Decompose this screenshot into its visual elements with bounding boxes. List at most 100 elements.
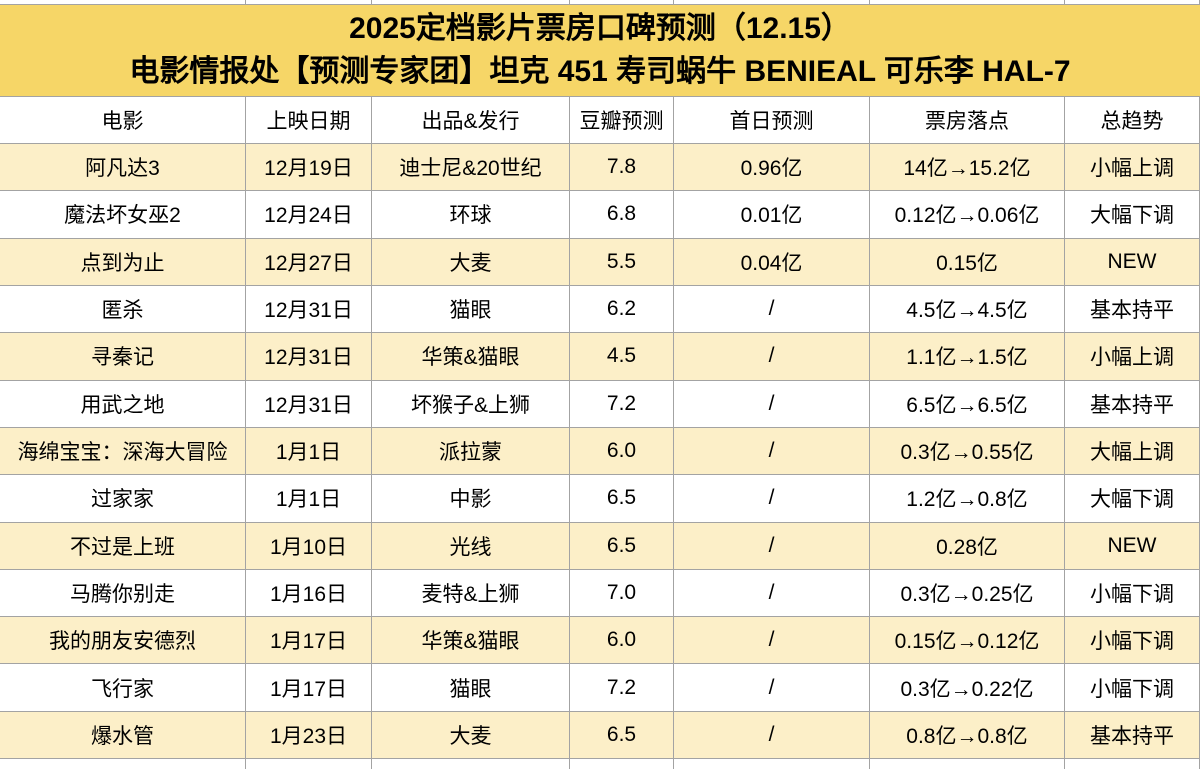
cell-release-date: 1月17日	[246, 617, 372, 664]
cell-producer-distributor: 大麦	[372, 238, 570, 285]
table-row: 阿凡达3 12月19日 迪士尼&20世纪 7.8 0.96亿 14亿→15.2亿 小幅上调	[0, 144, 1200, 192]
cell-release-date: 12月31日	[246, 333, 372, 380]
cell-box-office-landing: 6.5亿→6.5亿	[870, 380, 1065, 427]
table-row: 不过是上班 1月10日 光线 6.5/0.28亿 NEW	[0, 522, 1200, 570]
cell-producer-distributor: 猫眼	[372, 285, 570, 333]
grid-strip-cell	[0, 759, 246, 769]
column-header-movie: 电影	[0, 97, 246, 143]
cell-movie: 我的朋友安德烈	[0, 617, 246, 664]
cell-box-office-landing: 14亿→15.2亿	[870, 144, 1065, 191]
table-row: 飞行家 1月17日 猫眼 7.2/0.3亿→0.22亿 小幅下调	[0, 664, 1200, 712]
cell-overall-trend: 基本持平	[1065, 285, 1200, 333]
cell-overall-trend: 大幅下调	[1065, 475, 1200, 522]
cell-movie: 马腾你别走	[0, 569, 246, 617]
cell-release-date: 12月31日	[246, 285, 372, 333]
cell-box-office-landing: 0.12亿→0.06亿	[870, 191, 1065, 238]
cell-producer-distributor: 派拉蒙	[372, 427, 570, 475]
grid-strip-cell	[870, 759, 1065, 769]
cell-douban-forecast: 6.2	[570, 285, 674, 333]
table-row: 过家家 1月1日 中影 6.5/1.2亿→0.8亿 大幅下调	[0, 475, 1200, 523]
cell-box-office-landing: 1.1亿→1.5亿	[870, 333, 1065, 380]
cell-movie: 寻秦记	[0, 333, 246, 380]
cell-douban-forecast: 6.5	[570, 522, 674, 569]
grid-strip-cell	[570, 0, 674, 4]
cell-movie: 过家家	[0, 475, 246, 522]
column-header-release-date: 上映日期	[246, 97, 372, 143]
table-row: 海绵宝宝：深海大冒险 1月1日 派拉蒙 6.0/0.3亿→0.55亿 大幅上调	[0, 427, 1200, 476]
grid-strip-cell	[570, 759, 674, 769]
cell-first-day-forecast: /	[674, 617, 870, 664]
cell-first-day-forecast: 0.96亿	[674, 144, 870, 191]
table-row: 用武之地 12月31日 坏猴子&上狮 7.2/6.5亿→6.5亿 基本持平	[0, 380, 1200, 428]
cell-release-date: 12月19日	[246, 144, 372, 191]
table-row: 寻秦记 12月31日 华策&猫眼 4.5/1.1亿→1.5亿 小幅上调	[0, 333, 1200, 381]
cell-movie: 飞行家	[0, 664, 246, 711]
cell-release-date: 1月10日	[246, 522, 372, 569]
cell-first-day-forecast: 0.04亿	[674, 238, 870, 285]
grid-strip-cell	[674, 0, 870, 4]
cell-movie: 匿杀	[0, 285, 246, 333]
cell-douban-forecast: 4.5	[570, 333, 674, 380]
cell-douban-forecast: 7.0	[570, 569, 674, 617]
table-row: 点到为止 12月27日 大麦 5.5 0.04亿 0.15亿 NEW	[0, 238, 1200, 286]
page-title: 2025定档影片票房口碑预测（12.15）	[349, 12, 851, 45]
cell-first-day-forecast: /	[674, 333, 870, 380]
column-header-douban-forecast: 豆瓣预测	[570, 97, 674, 143]
cell-douban-forecast: 6.0	[570, 427, 674, 475]
cell-movie: 不过是上班	[0, 522, 246, 569]
grid-strip-cell	[246, 759, 372, 769]
cell-release-date: 12月31日	[246, 380, 372, 427]
page-subtitle: 电影情报处【预测专家团】坦克 451 寿司蜗牛 BENIEAL 可乐李 HAL-…	[129, 55, 1071, 88]
cell-overall-trend: 大幅上调	[1065, 427, 1200, 475]
cell-overall-trend: 小幅上调	[1065, 333, 1200, 380]
table-row: 魔法坏女巫2 12月24日 环球 6.8 0.01亿 0.12亿→0.06亿 大幅下调	[0, 191, 1200, 239]
cell-overall-trend: 大幅下调	[1065, 191, 1200, 238]
cell-box-office-landing: 0.15亿	[870, 238, 1065, 285]
cell-box-office-landing: 1.2亿→0.8亿	[870, 475, 1065, 522]
cell-movie: 用武之地	[0, 380, 246, 427]
cell-overall-trend: NEW	[1065, 238, 1200, 285]
column-header-box-office-landing: 票房落点	[870, 97, 1065, 143]
grid-strip-bottom	[0, 759, 1200, 769]
cell-douban-forecast: 5.5	[570, 238, 674, 285]
cell-movie: 魔法坏女巫2	[0, 191, 246, 238]
grid-strip-cell	[1065, 759, 1200, 769]
grid-strip-cell	[674, 759, 870, 769]
grid-strip-cell	[372, 759, 570, 769]
cell-movie: 点到为止	[0, 238, 246, 285]
cell-box-office-landing: 0.28亿	[870, 522, 1065, 569]
cell-first-day-forecast: /	[674, 569, 870, 617]
cell-release-date: 1月23日	[246, 711, 372, 759]
cell-first-day-forecast: 0.01亿	[674, 191, 870, 238]
cell-movie: 海绵宝宝：深海大冒险	[0, 427, 246, 475]
cell-douban-forecast: 6.8	[570, 191, 674, 238]
column-header-producer-distributor: 出品&发行	[372, 97, 570, 143]
cell-overall-trend: 基本持平	[1065, 380, 1200, 427]
cell-first-day-forecast: /	[674, 380, 870, 427]
cell-box-office-landing: 0.3亿→0.22亿	[870, 664, 1065, 711]
cell-overall-trend: 小幅上调	[1065, 144, 1200, 191]
column-header-first-day-forecast: 首日预测	[674, 97, 870, 143]
cell-douban-forecast: 6.0	[570, 617, 674, 664]
cell-producer-distributor: 大麦	[372, 711, 570, 759]
cell-overall-trend: 小幅下调	[1065, 569, 1200, 617]
cell-release-date: 12月24日	[246, 191, 372, 238]
column-header-overall-trend: 总趋势	[1065, 97, 1200, 143]
table-row: 马腾你别走 1月16日 麦特&上狮 7.0/0.3亿→0.25亿 小幅下调	[0, 569, 1200, 618]
cell-box-office-landing: 0.15亿→0.12亿	[870, 617, 1065, 664]
cell-overall-trend: 基本持平	[1065, 711, 1200, 759]
cell-movie: 阿凡达3	[0, 144, 246, 191]
cell-release-date: 1月17日	[246, 664, 372, 711]
title-banner: 2025定档影片票房口碑预测（12.15） 电影情报处【预测专家团】坦克 451…	[0, 4, 1200, 96]
cell-release-date: 1月1日	[246, 475, 372, 522]
grid-strip-cell	[372, 0, 570, 4]
cell-overall-trend: NEW	[1065, 522, 1200, 569]
cell-box-office-landing: 0.3亿→0.55亿	[870, 427, 1065, 475]
cell-producer-distributor: 中影	[372, 475, 570, 522]
cell-first-day-forecast: /	[674, 285, 870, 333]
table-body: 阿凡达3 12月19日 迪士尼&20世纪 7.8 0.96亿 14亿→15.2亿 小幅上调魔…	[0, 144, 1200, 760]
cell-first-day-forecast: /	[674, 522, 870, 569]
cell-release-date: 12月27日	[246, 238, 372, 285]
cell-producer-distributor: 华策&猫眼	[372, 333, 570, 380]
table-header: 电影 上映日期 出品&发行 豆瓣预测 首日预测 票房落点 总趋势	[0, 96, 1200, 144]
